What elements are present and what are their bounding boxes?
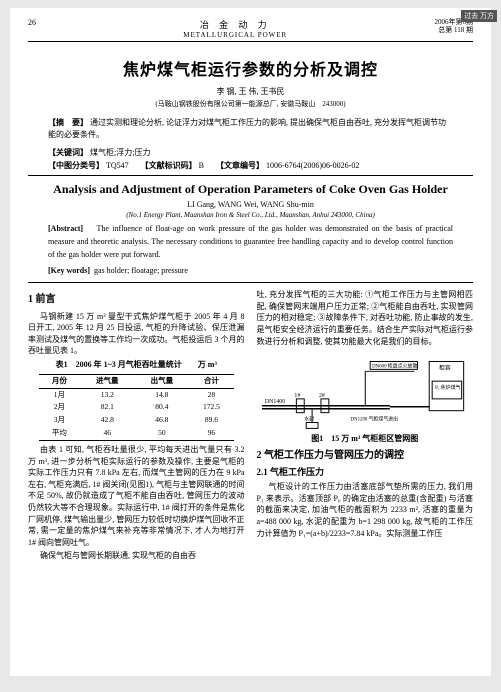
abstract-en: [Abstract] The influence of float-age on… [48, 223, 453, 261]
t1-h1: 进气量 [80, 374, 135, 388]
col2-p1: 吐, 充分发挥气柜的三大功能: ①气柜工作压力与主管网相匹配, 确保管网末端用户… [257, 289, 474, 347]
keywords-en-label: [Key words] [48, 266, 90, 275]
svg-text:2#: 2# [318, 393, 324, 399]
artno-val: 1006-6764(2006)06-0026-02 [266, 161, 359, 170]
table-row: 3月42.846.889.6 [39, 414, 234, 427]
page-number: 26 [28, 18, 36, 39]
table-row: 平均465096 [39, 427, 234, 440]
authors-en: LI Gang, WANG Wei, WANG Shu-min [28, 200, 473, 209]
figure-1-caption: 图1 15 万 m³ 气柜柜区管网图 [257, 433, 474, 445]
right-column: 吐, 充分发挥气柜的三大功能: ①气柜工作压力与主管网相匹配, 确保管网末端用户… [257, 289, 474, 564]
abstract-en-label: [Abstract] [48, 224, 83, 233]
abstract-cn-text: 通过实测和理论分析, 论证浮力对煤气柜工作压力的影响, 提出确保气柜自由吞吐, … [48, 118, 446, 139]
affiliation-cn: (马鞍山钢铁股份有限公司第一能源总厂, 安徽马鞍山 243000) [28, 99, 473, 109]
figure-1-svg: DN1400 DN1200 气柜煤气进出 1# 2# 水封 DN600 柜盘点火… [257, 351, 474, 431]
artno-label: 【文章编号】 [216, 161, 264, 170]
fig-label-top: DN600 柜盘点火放散 [372, 363, 417, 370]
page: 26 冶 金 动 力 METALLURGICAL POWER 2006年第6期 … [10, 8, 491, 676]
t1-h3: 合计 [189, 374, 234, 388]
corner-tag: 过去 万方 [461, 10, 497, 22]
t1-h2: 出气量 [135, 374, 190, 388]
section-1-heading: 1 前言 [28, 293, 245, 308]
journal-title-cn: 冶 金 动 力 [36, 18, 435, 31]
svg-text:1#: 1# [294, 393, 300, 399]
abstract-cn: 【摘 要】 通过实测和理论分析, 论证浮力对煤气柜工作压力的影响, 提出确保气柜… [48, 117, 453, 141]
fig-label-right: DN1200 气柜煤气进出 [350, 416, 398, 423]
fig-label-drain: 水封 [304, 416, 314, 423]
page-header: 26 冶 金 动 力 METALLURGICAL POWER 2006年第6期 … [28, 18, 473, 42]
table-row: 1月13.214.828 [39, 388, 234, 401]
journal-title: 冶 金 动 力 METALLURGICAL POWER [36, 18, 435, 39]
body-columns: 1 前言 马钢新建 15 万 m³ 曼型干式焦炉煤气柜于 2005 年 4 月 … [28, 289, 473, 564]
table-row: 2月82.180.4172.5 [39, 401, 234, 414]
divider [28, 175, 473, 176]
fig-label-left: DN1400 [264, 399, 284, 405]
keywords-en-row: [Key words] gas holder; floatage; pressu… [48, 265, 453, 278]
keywords-cn: 煤气柜;浮力;压力 [90, 148, 150, 157]
doccode-label: 【文献标识码】 [141, 161, 197, 170]
left-column: 1 前言 马钢新建 15 万 m³ 曼型干式焦炉煤气柜于 2005 年 4 月 … [28, 289, 245, 564]
journal-title-en: METALLURGICAL POWER [36, 31, 435, 39]
table-1: 月份 进气量 出气量 合计 1月13.214.828 2月82.180.4172… [39, 374, 234, 441]
class-val: TQ547 [106, 161, 129, 170]
class-label: 【中图分类号】 [48, 161, 104, 170]
fig-label-side: P₁ 焦炉煤气 [435, 384, 460, 391]
abstract-en-text: The influence of float-age on work press… [48, 224, 453, 259]
fig-label-holder: 柜容 [439, 364, 451, 372]
title-cn: 焦炉煤气柜运行参数的分析及调控 [28, 56, 473, 80]
sec2-p1: 气柜设计的工作压力由活塞底部气垫所需的压力, 我们用 P₁ 来表示。活塞顶部 P… [257, 481, 474, 539]
abstract-cn-label: 【摘 要】 [48, 118, 88, 127]
keywords-cn-label: 【关键词】 [48, 148, 88, 157]
issue-line2: 总第 118 期 [435, 26, 474, 34]
sec1-p3: 确保气柜与管网长期联通, 实现气柜的自由吞 [28, 550, 245, 562]
classification-row: 【中图分类号】 TQ547 【文献标识码】 B 【文章编号】 1006-6764… [48, 160, 453, 171]
doccode-val: B [199, 161, 204, 170]
divider-2 [28, 282, 473, 283]
figure-1: DN1400 DN1200 气柜煤气进出 1# 2# 水封 DN600 柜盘点火… [257, 351, 474, 431]
t1-h0: 月份 [39, 374, 80, 388]
sec1-p1: 马钢新建 15 万 m³ 曼型干式焦炉煤气柜于 2005 年 4 月 8 日开工… [28, 311, 245, 357]
keywords-cn-row: 【关键词】 煤气柜;浮力;压力 [48, 147, 453, 158]
sec1-p2: 由表 1 可知, 气柜吞吐量很少, 平均每天进出气量只有 3.2 万 m³, 进… [28, 444, 245, 548]
section-2-1-heading: 2.1 气柜工作压力 [257, 466, 474, 479]
affiliation-en: (No.1 Energy Plant, Maanshan Iron & Stee… [28, 211, 473, 219]
keywords-en: gas holder; floatage; pressure [94, 266, 188, 275]
title-en: Analysis and Adjustment of Operation Par… [28, 182, 473, 197]
authors-cn: 李 钢, 王 伟, 王书民 [28, 86, 473, 97]
section-2-heading: 2 气柜工作压力与管网压力的调控 [257, 449, 474, 464]
table1-caption: 表1 2006 年 1~3 月气柜吞吐量统计 万 m³ [28, 359, 245, 371]
